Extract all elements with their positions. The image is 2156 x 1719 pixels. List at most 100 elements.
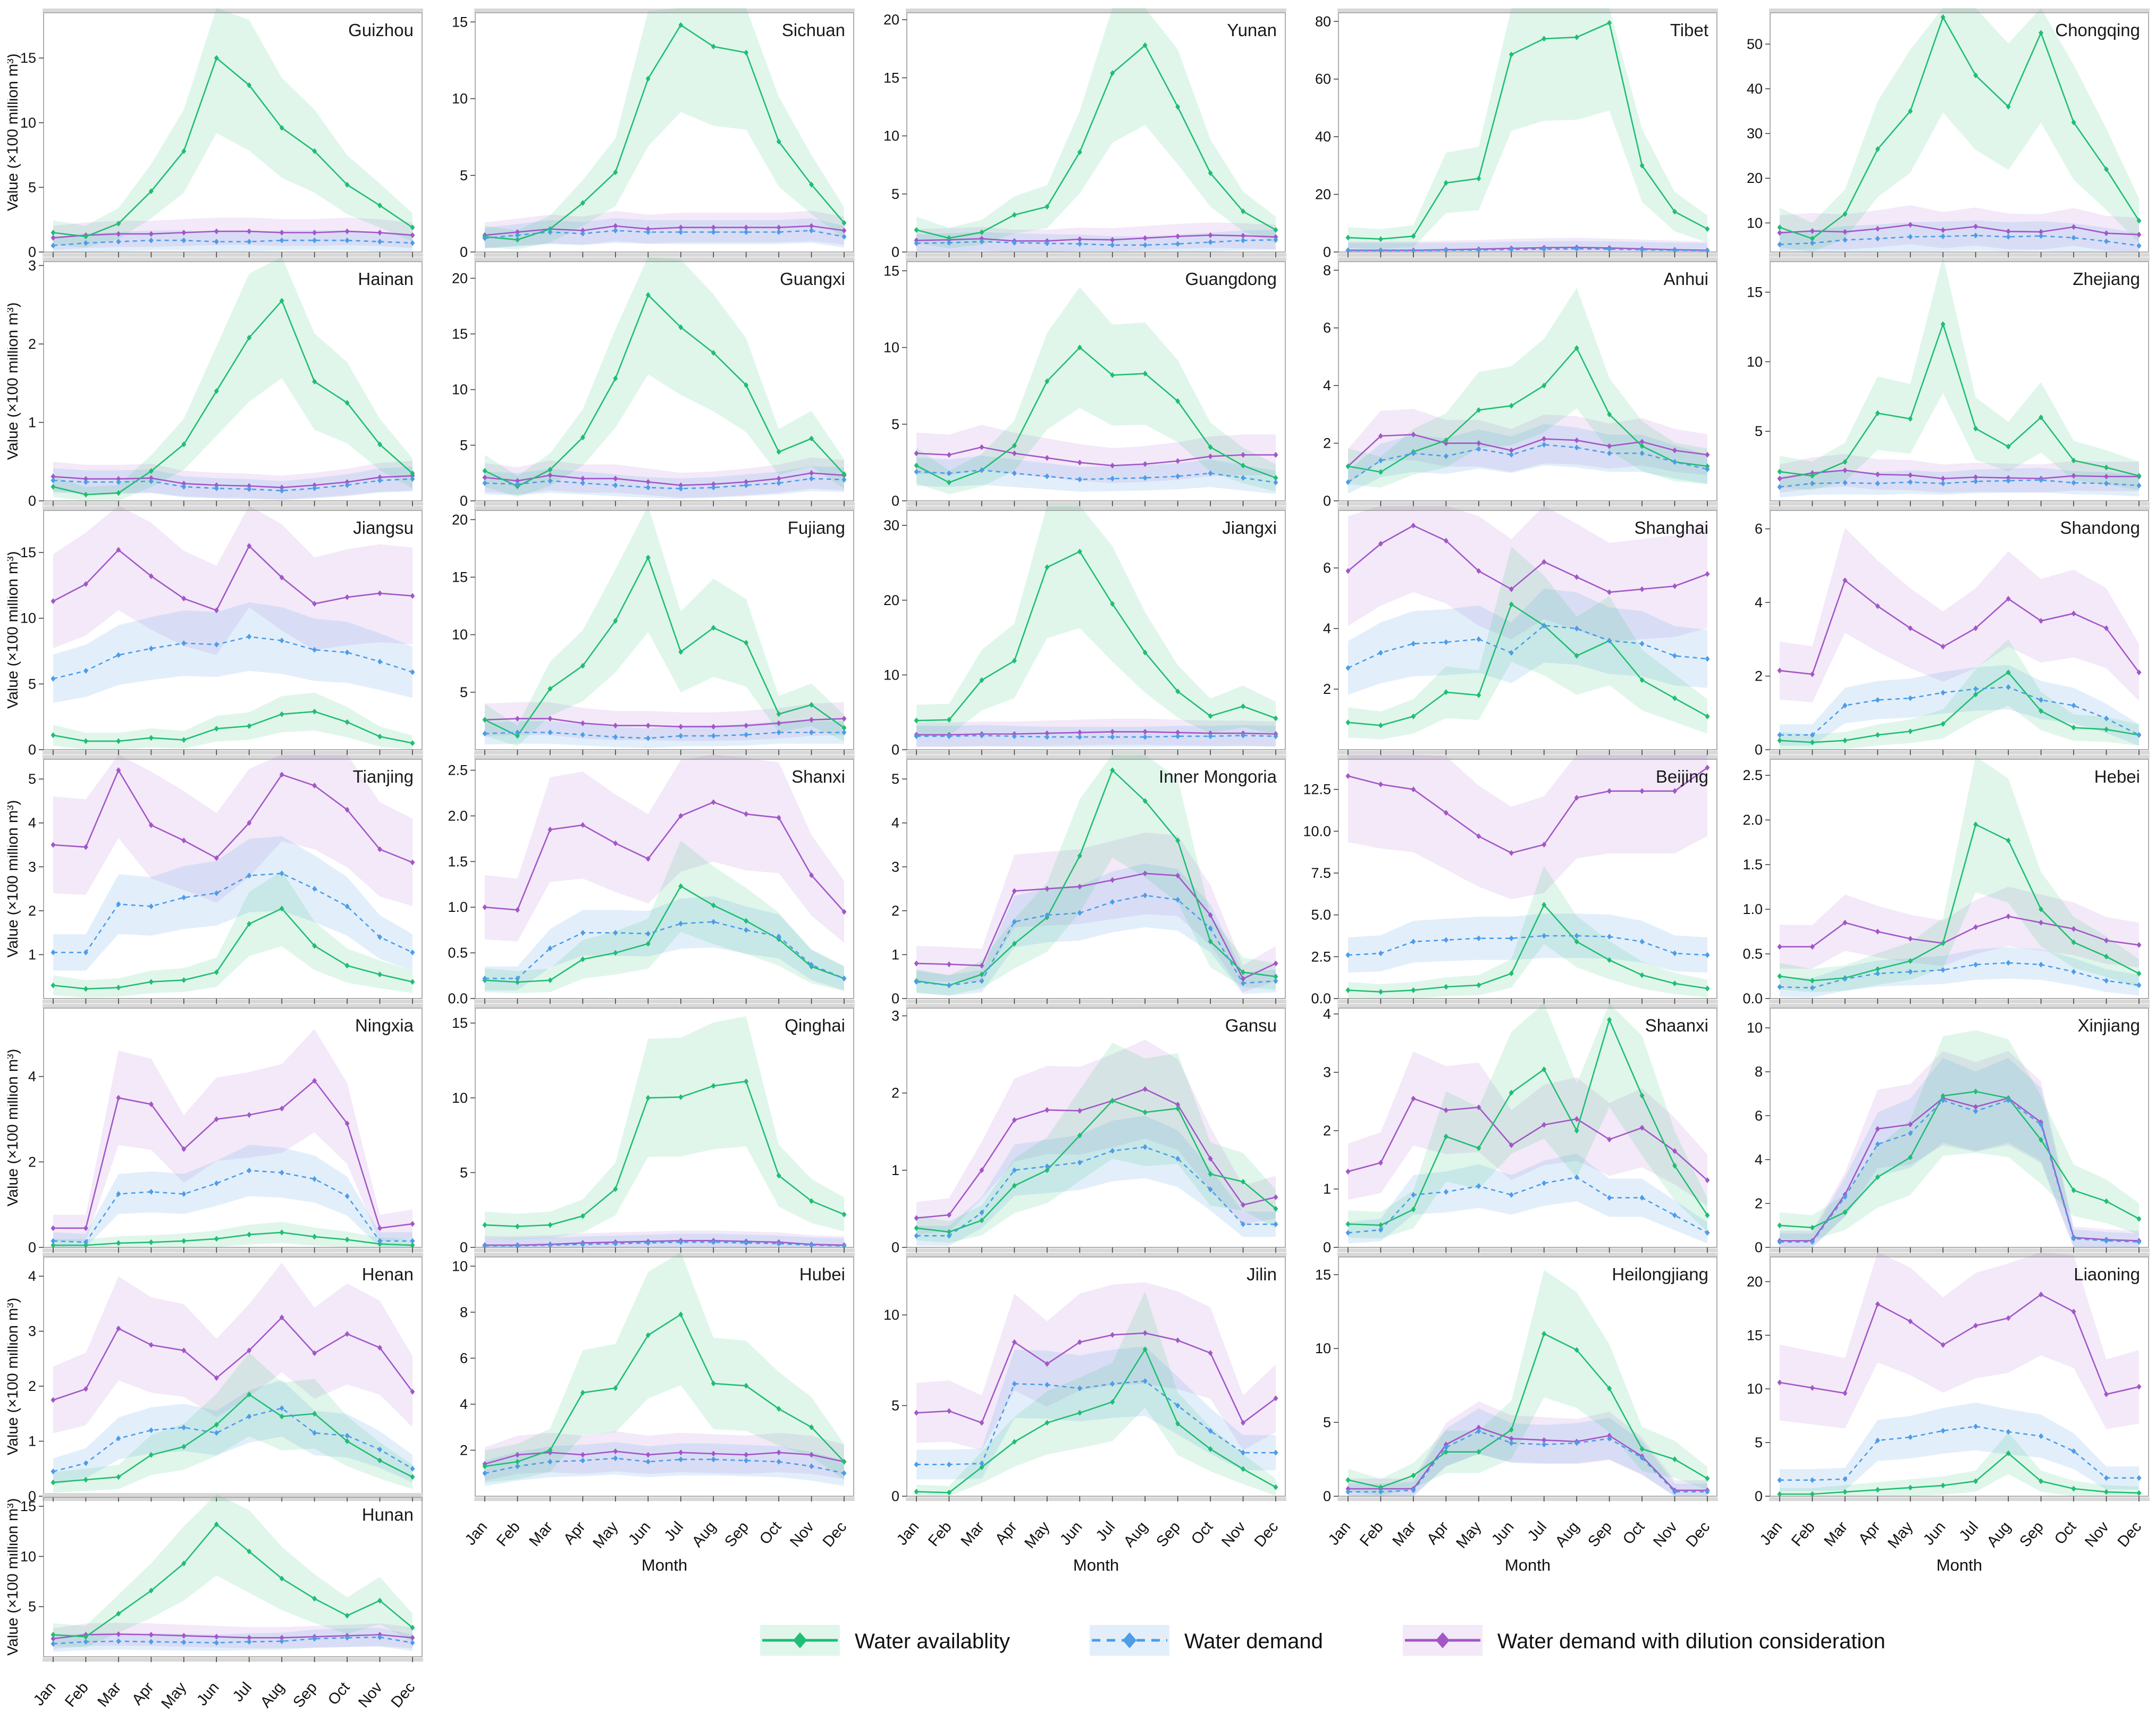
y-tick-label: 20 <box>1747 170 1763 186</box>
availability-line-marker <box>1411 987 1416 993</box>
x-axis-label: Month <box>210 1716 256 1719</box>
demand-line-marker <box>214 1180 219 1186</box>
dilution-line-marker <box>979 444 984 450</box>
chart-gansu: 0 1 2 3 Gansu <box>871 1000 1292 1257</box>
plot-frame-bottom <box>474 502 855 506</box>
demand-line-marker <box>776 480 781 487</box>
availability-band <box>916 506 1276 736</box>
plot-frame <box>43 1008 423 1248</box>
dilution-line <box>1348 525 1708 593</box>
availability-line-marker <box>377 733 383 740</box>
availability-line-marker <box>2071 939 2076 945</box>
x-tick-label: Jun <box>1488 1519 1518 1548</box>
dilution-line-marker <box>2039 919 2044 926</box>
demand-line-marker <box>613 1455 618 1462</box>
demand-line-marker <box>1476 247 1481 253</box>
demand-line-marker <box>946 470 951 476</box>
dilution-line-marker <box>312 1078 317 1084</box>
demand-band <box>53 1380 412 1485</box>
dilution-line <box>1348 1427 1707 1491</box>
demand-line-marker <box>410 476 415 482</box>
availability-line-marker <box>116 490 121 496</box>
dilution-line-marker <box>1476 440 1481 447</box>
demand-line-marker <box>2006 1097 2011 1103</box>
availability-line-marker <box>548 1447 553 1453</box>
demand-marker <box>1122 1632 1136 1648</box>
demand-line-marker <box>279 488 284 494</box>
chart-yunan: 0 5 10 15 20 Yunan <box>871 4 1292 262</box>
availability-band <box>1348 8 1707 249</box>
dilution-line <box>484 472 845 487</box>
demand-line-marker <box>979 467 984 473</box>
availability-line-marker <box>548 466 553 473</box>
demand-line-marker <box>148 1639 154 1645</box>
dilution-line <box>1348 433 1708 467</box>
x-tick-label: Aug <box>257 1679 288 1711</box>
demand-line-marker <box>1639 641 1645 647</box>
x-tick-label: Jul <box>1093 1519 1118 1545</box>
demand-line-marker <box>214 641 219 648</box>
demand-line-marker <box>776 1458 781 1465</box>
dilution-line-marker <box>744 1452 749 1458</box>
demand-line-marker <box>1542 622 1547 628</box>
dilution-line-marker <box>580 720 585 726</box>
plot-frame <box>1338 1008 1717 1248</box>
availability-line-marker <box>410 740 415 747</box>
plot-frame <box>906 1256 1286 1497</box>
x-tick-label: Feb <box>62 1679 92 1710</box>
demand-line-marker <box>1672 1212 1678 1219</box>
y-tick-label: 10 <box>883 340 899 356</box>
dilution-line-marker <box>2071 473 2076 479</box>
demand-line-marker <box>1940 233 1946 240</box>
dilution-line-marker <box>2136 669 2142 676</box>
chart-shandong: 0 2 4 6 Shandong <box>1734 502 2155 760</box>
availability-line-marker <box>1607 1385 1612 1391</box>
chart-title: Zhejiang <box>2073 269 2140 289</box>
dilution-line-marker <box>1607 1432 1612 1439</box>
x-tick-label: Jul <box>1956 1519 1982 1545</box>
demand-line-marker <box>809 1242 814 1248</box>
chart-qinghai: 0 5 10 15 Qinghai <box>439 1000 860 1257</box>
availability-line-swatch <box>760 1616 840 1667</box>
demand-line-marker <box>214 1430 219 1436</box>
availability-line-marker <box>841 1458 847 1465</box>
availability-line-marker <box>83 1633 88 1640</box>
dilution-line-marker <box>1574 794 1579 801</box>
demand-line-marker <box>83 1639 88 1645</box>
availability-line-marker <box>613 618 618 624</box>
dilution-line-marker <box>1077 459 1082 466</box>
demand-line-marker <box>1110 242 1115 248</box>
demand-line-marker <box>914 733 919 740</box>
demand-line-marker <box>279 870 284 877</box>
availability-line-marker <box>678 1094 684 1100</box>
dilution-line-marker <box>1875 1301 1880 1307</box>
availability-line <box>53 56 413 238</box>
availability-line-marker <box>645 292 651 298</box>
availability-line-marker <box>1110 767 1115 774</box>
availability-line-marker <box>1241 208 1246 215</box>
availability-line-marker <box>83 233 88 240</box>
plot-frame-bottom <box>1337 253 1718 257</box>
x-tick-label: Aug <box>689 1519 720 1550</box>
dilution-line <box>1780 916 2140 947</box>
y-tick-label: 5.0 <box>1311 907 1331 923</box>
availability-line-marker <box>1705 713 1710 719</box>
dilution-line-marker <box>1940 1341 1946 1348</box>
demand-line-marker <box>1378 1489 1383 1495</box>
demand-line-marker <box>377 934 383 940</box>
demand-line-marker <box>1842 702 1848 709</box>
x-tick-label: Nov <box>1218 1519 1249 1550</box>
dilution-line-marker <box>1809 1385 1815 1391</box>
dilution-line-marker <box>1940 643 1946 650</box>
availability-line-marker <box>247 1231 252 1238</box>
demand-line-marker <box>1973 961 1978 968</box>
demand-line-marker <box>1241 475 1246 481</box>
plot-frame <box>1770 1008 2149 1248</box>
demand-line-marker <box>1542 1441 1547 1448</box>
demand-line-marker <box>515 232 520 238</box>
dilution-line-marker <box>181 1632 187 1639</box>
demand-line-marker <box>410 1238 415 1244</box>
demand-line-marker <box>1345 952 1351 958</box>
availability-line-marker <box>312 148 317 154</box>
x-tick-label: Jan <box>1325 1519 1354 1548</box>
